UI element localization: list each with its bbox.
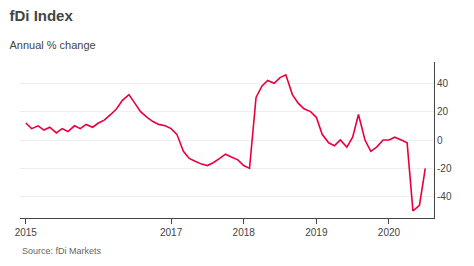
svg-text:2017: 2017 — [160, 227, 183, 238]
svg-text:2020: 2020 — [378, 227, 401, 238]
svg-text:Annual % change: Annual % change — [9, 39, 95, 51]
svg-text:2019: 2019 — [305, 227, 328, 238]
svg-text:Source: fDi Markets: Source: fDi Markets — [22, 246, 102, 256]
svg-text:-40: -40 — [437, 191, 452, 202]
svg-text:fDi Index: fDi Index — [9, 7, 73, 24]
svg-text:20: 20 — [437, 106, 449, 117]
svg-text:2018: 2018 — [233, 227, 256, 238]
svg-text:0: 0 — [437, 135, 443, 146]
svg-text:-20: -20 — [437, 163, 452, 174]
svg-text:40: 40 — [437, 78, 449, 89]
svg-text:2015: 2015 — [15, 227, 38, 238]
